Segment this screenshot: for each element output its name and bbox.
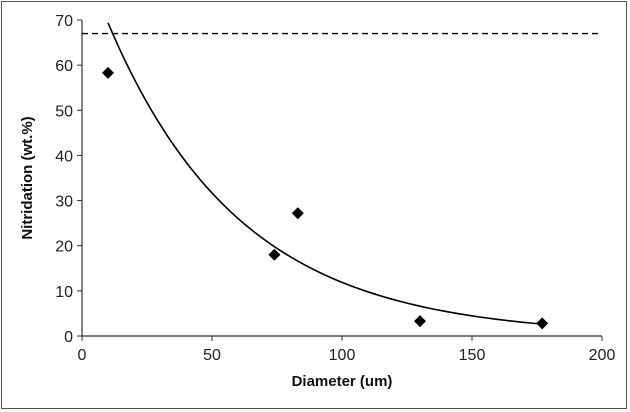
x-axis-title: Diameter (um) (292, 373, 393, 390)
chart-marks (82, 22, 602, 330)
y-tick-label: 10 (55, 284, 73, 301)
y-tick-label: 40 (55, 148, 73, 165)
y-axis-title: Nitridation (wt.%) (19, 116, 36, 239)
y-tick-label: 20 (55, 239, 73, 256)
data-point (291, 207, 304, 220)
data-point (536, 317, 549, 330)
x-tick-label: 150 (459, 347, 486, 364)
y-tick-label: 0 (64, 329, 73, 346)
y-tick-label: 30 (55, 194, 73, 211)
data-point (102, 66, 114, 79)
trendline (107, 22, 543, 325)
y-tick-label: 70 (55, 13, 73, 30)
x-tick-label: 100 (329, 347, 356, 364)
x-tick-label: 0 (78, 347, 87, 364)
x-tick-label: 50 (203, 347, 221, 364)
tick-labels: 0 50 100 150 200 0 10 20 30 40 50 60 70 (55, 13, 615, 364)
tick-marks (77, 19, 603, 341)
y-tick-label: 60 (55, 58, 73, 75)
data-point (268, 248, 281, 261)
x-tick-label: 200 (589, 347, 616, 364)
y-tick-label: 50 (55, 103, 73, 120)
chart-axes (81, 20, 602, 337)
data-point (414, 315, 426, 328)
